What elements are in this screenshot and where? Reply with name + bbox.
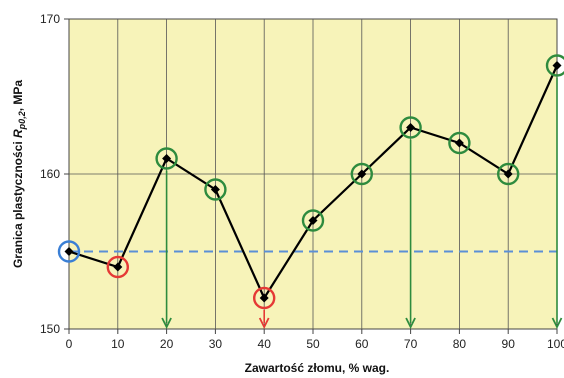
x-tick-label: 90 — [502, 337, 516, 351]
x-tick-label: 10 — [111, 337, 125, 351]
x-tick-label: 50 — [306, 337, 320, 351]
x-tick-label: 0 — [66, 337, 73, 351]
highlight-circle — [545, 54, 564, 77]
highlight-circle — [155, 147, 178, 170]
drop-arrow-head — [258, 317, 270, 330]
x-tick-label: 60 — [355, 337, 369, 351]
highlight-circle — [57, 240, 81, 263]
drop-arrow-head — [161, 317, 172, 330]
highlight-circle — [497, 162, 520, 186]
x-tick-label: 100 — [547, 337, 564, 351]
x-tick-label: 40 — [258, 337, 272, 351]
drop-arrow-head — [405, 317, 416, 330]
x-tick-label: 30 — [209, 337, 223, 351]
data-point — [357, 169, 367, 179]
x-tick-label: 80 — [453, 337, 467, 351]
y-axis-title-suffix: , MPa — [11, 80, 25, 112]
data-point — [210, 185, 220, 194]
y-axis-title: Granica plastyczności Rp0,2, MPa — [11, 80, 27, 268]
data-point — [162, 154, 172, 163]
y-axis-title-symbol: R — [11, 129, 25, 138]
highlight-circle — [301, 209, 325, 232]
highlight-circle — [204, 178, 227, 201]
y-tick-label: 150 — [40, 322, 60, 336]
data-point — [454, 138, 464, 148]
data-point — [259, 293, 269, 303]
data-point — [552, 61, 562, 70]
y-axis-title-subscript: p0,2 — [17, 111, 27, 130]
y-tick-label: 170 — [40, 12, 60, 26]
y-axis-title-prefix: Granica plastyczności — [11, 138, 25, 268]
data-point — [308, 216, 318, 225]
x-axis-title-unit: % wag. — [349, 361, 390, 375]
data-point — [406, 123, 416, 132]
y-tick-label: 160 — [40, 167, 60, 181]
highlight-circle — [106, 255, 130, 279]
drop-arrow-head — [551, 317, 563, 330]
x-tick-label: 70 — [404, 337, 418, 351]
x-axis-title: Zawartość złomu, % wag. — [245, 361, 390, 375]
highlight-circle — [399, 116, 422, 139]
x-axis-title-main: Zawartość złomu, — [245, 361, 349, 375]
data-point — [64, 247, 74, 256]
highlight-circle — [253, 286, 276, 310]
highlight-circle — [350, 162, 373, 186]
highlight-circle — [448, 131, 471, 155]
data-point — [503, 169, 513, 179]
x-tick-label: 20 — [160, 337, 174, 351]
data-point — [113, 262, 123, 272]
